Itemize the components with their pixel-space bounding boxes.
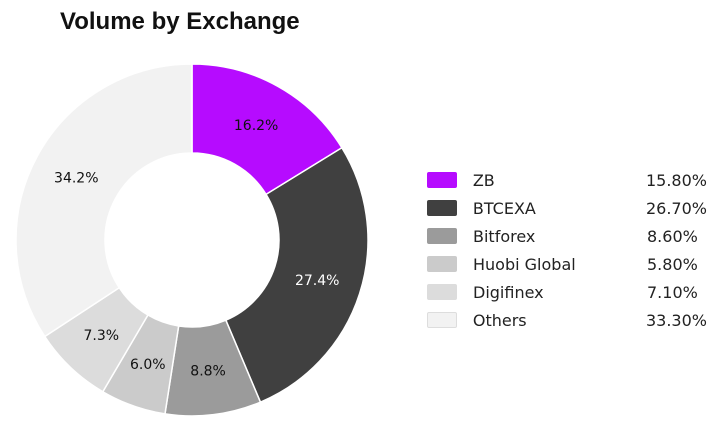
legend-item-digifinex: Digifinex 7.10%: [427, 278, 707, 306]
slice-label: 7.3%: [84, 328, 120, 344]
legend-item-huobi-global: Huobi Global 5.80%: [427, 250, 707, 278]
slice-label: 16.2%: [234, 118, 278, 134]
legend-value: 5.80%: [647, 254, 698, 274]
legend-item-zb: ZB 15.80%: [427, 166, 707, 194]
legend-item-others: Others 33.30%: [427, 306, 707, 334]
slice-label: 6.0%: [130, 357, 166, 373]
pie-slice-zb: [191, 63, 343, 196]
legend-value: 15.80%: [645, 170, 707, 190]
legend-swatch: [427, 228, 457, 244]
legend-label: BTCEXA: [472, 198, 536, 218]
legend-item-btcexa: BTCEXA 26.70%: [427, 194, 707, 222]
legend-swatch: [427, 200, 457, 216]
legend-item-bitforex: Bitforex 8.60%: [427, 222, 707, 250]
legend-label: Huobi Global: [473, 254, 576, 274]
legend-value: 7.10%: [647, 282, 698, 302]
legend-label: Digifinex: [473, 282, 544, 302]
legend-swatch: [427, 256, 457, 272]
slice-label: 27.4%: [295, 273, 339, 289]
chart-title: Volume by Exchange: [60, 8, 300, 35]
pie-slice-others: [15, 63, 193, 338]
pie-slice-btcexa: [224, 146, 369, 404]
legend-swatch: [427, 172, 457, 188]
slice-label: 8.8%: [190, 364, 226, 380]
legend-value: 33.30%: [645, 310, 707, 330]
legend-label: ZB: [472, 170, 495, 190]
legend-value: 8.60%: [647, 226, 698, 246]
legend-label: Bitforex: [473, 226, 536, 246]
legend-swatch: [427, 284, 457, 300]
legend-value: 26.70%: [645, 198, 707, 218]
legend-swatch: [427, 312, 457, 328]
legend-label: Others: [472, 310, 527, 330]
legend: ZB 15.80% BTCEXA 26.70% Bitforex 8.60% H…: [427, 166, 707, 334]
slice-label: 34.2%: [54, 170, 98, 186]
